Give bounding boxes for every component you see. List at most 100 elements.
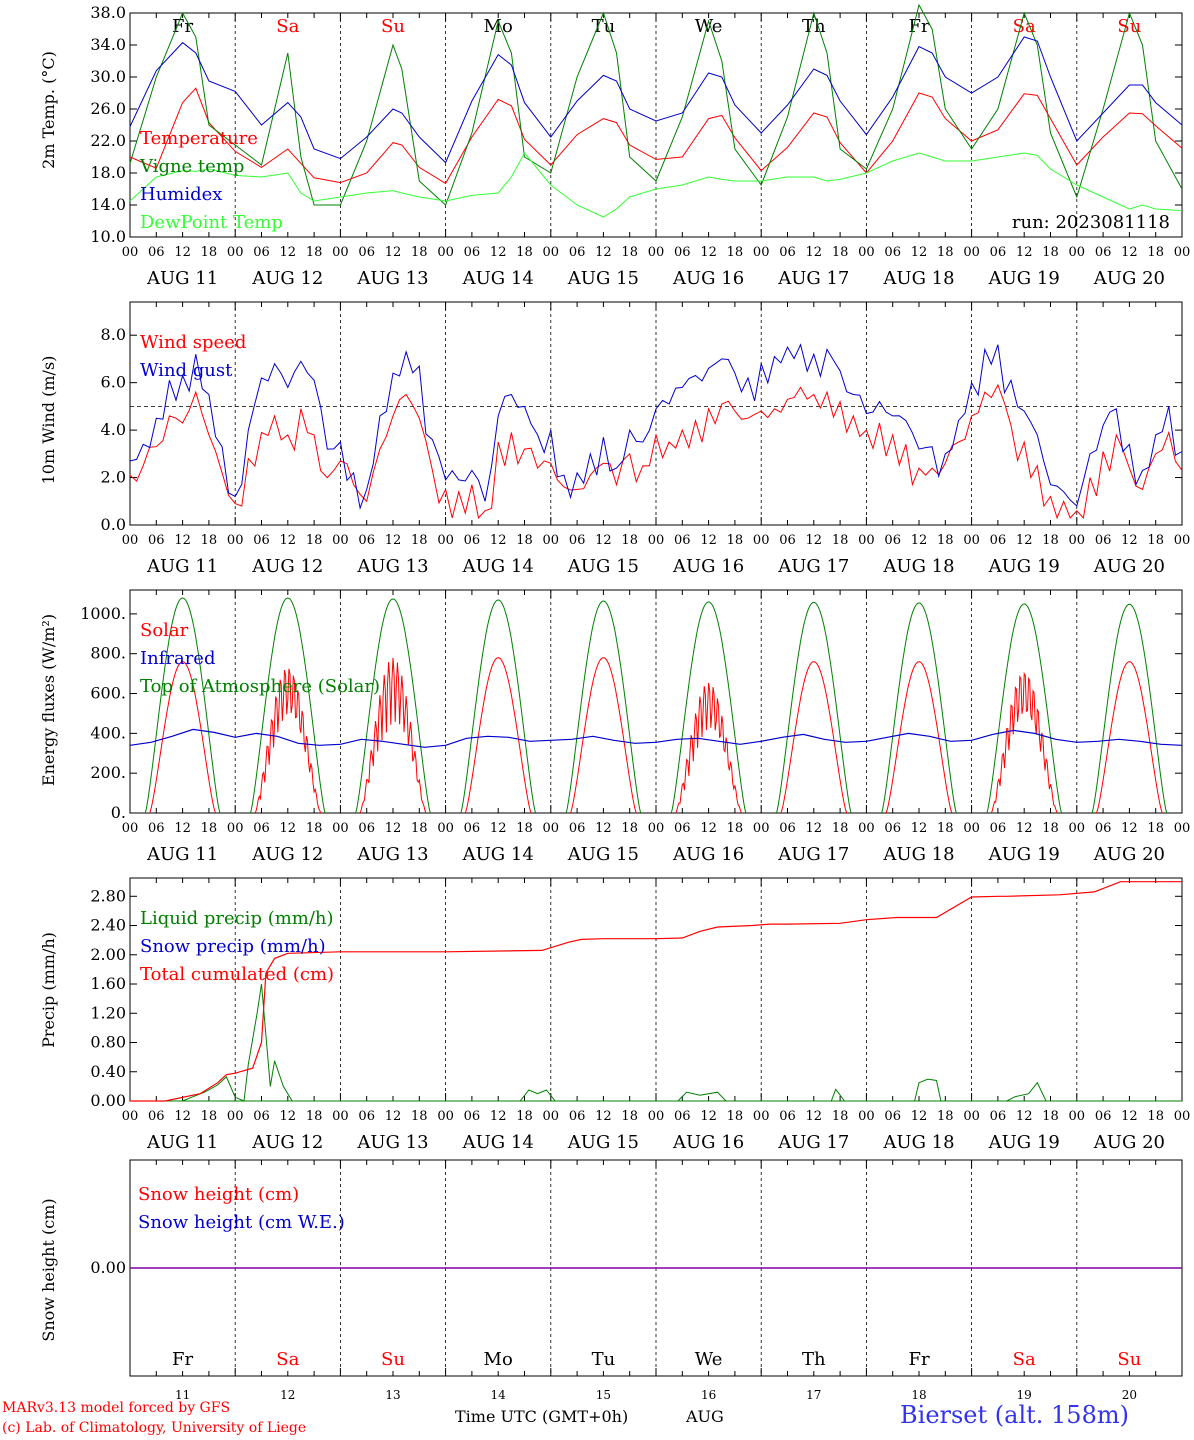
hour-tick-label: 06 [253, 533, 270, 548]
solar-curve [359, 657, 427, 814]
y-tick-label: 2.0 [101, 468, 126, 487]
hour-tick-label: 00 [753, 821, 770, 836]
hour-tick-label: 00 [1174, 821, 1191, 836]
hour-tick-label: 18 [516, 821, 533, 836]
hour-tick-label: 06 [1095, 1109, 1112, 1124]
y-tick-label: 1.20 [90, 1003, 126, 1022]
day-label: We [695, 16, 723, 37]
hour-tick-label: 06 [674, 533, 691, 548]
hour-tick-label: 06 [779, 245, 796, 260]
hour-tick-label: 00 [543, 245, 560, 260]
hour-tick-label: 12 [806, 533, 823, 548]
hour-tick-label: 06 [253, 245, 270, 260]
hour-tick-label: 00 [437, 533, 454, 548]
y-tick-label: 1000. [80, 604, 126, 623]
hour-tick-label: 00 [227, 821, 244, 836]
hour-tick-label: 12 [490, 245, 507, 260]
hour-tick-label: 06 [569, 533, 586, 548]
hour-tick-label: 00 [858, 245, 875, 260]
hour-tick-label: 12 [1121, 821, 1138, 836]
hour-tick-label: 00 [858, 1109, 875, 1124]
solar-curve [780, 661, 848, 814]
y-tick-label: 600. [90, 684, 126, 703]
legend-liquid-precip-mm-h-: Liquid precip (mm/h) [140, 908, 334, 929]
hour-tick-label: 18 [1042, 533, 1059, 548]
hour-tick-label: 00 [753, 1109, 770, 1124]
date-label: AUG 19 [988, 844, 1060, 865]
solar-curve [254, 668, 322, 814]
solar-curve [885, 661, 953, 814]
hour-tick-label: 00 [753, 245, 770, 260]
date-label: AUG 16 [672, 844, 744, 865]
series-liquid-precip [182, 983, 1047, 1102]
hour-tick-label: 18 [937, 821, 954, 836]
y-tick-label: 0.00 [90, 1091, 126, 1110]
hour-tick-label: 12 [700, 245, 717, 260]
day-number: 20 [1122, 1388, 1137, 1402]
hour-tick-label: 18 [1147, 821, 1164, 836]
day-label: Sa [276, 1349, 299, 1370]
hour-tick-label: 12 [806, 1109, 823, 1124]
hour-tick-label: 00 [858, 533, 875, 548]
day-number: 14 [491, 1388, 507, 1402]
date-label: AUG 16 [672, 1132, 744, 1153]
y-tick-label: 0.80 [90, 1033, 126, 1052]
plot-frame [129, 301, 1183, 526]
hour-tick-label: 18 [306, 533, 323, 548]
date-label: AUG 12 [251, 268, 323, 289]
hour-tick-label: 18 [1147, 245, 1164, 260]
toa-curve [250, 597, 326, 814]
hour-tick-label: 06 [253, 821, 270, 836]
day-number: 11 [175, 1388, 190, 1402]
hour-tick-label: 00 [648, 533, 665, 548]
solar-curve [1096, 661, 1163, 814]
hour-tick-label: 12 [1016, 245, 1033, 260]
y-axis-title: Precip (mm/h) [39, 932, 58, 1048]
hour-tick-label: 00 [753, 533, 770, 548]
series-vigne-temp [129, 3, 1183, 206]
y-tick-label: 8.0 [101, 325, 126, 344]
series-wind-speed [129, 383, 1183, 520]
hour-tick-label: 18 [411, 245, 428, 260]
toa-curve [670, 601, 747, 814]
hour-tick-label: 06 [990, 821, 1007, 836]
hour-tick-label: 00 [227, 533, 244, 548]
hour-tick-label: 18 [832, 1109, 849, 1124]
hour-tick-label: 12 [595, 1109, 612, 1124]
hour-tick-label: 12 [595, 245, 612, 260]
hour-tick-label: 12 [911, 533, 928, 548]
hour-tick-label: 00 [332, 245, 349, 260]
hour-tick-label: 12 [700, 533, 717, 548]
hour-tick-label: 06 [569, 245, 586, 260]
hour-tick-label: 06 [1095, 533, 1112, 548]
hour-tick-label: 12 [1016, 533, 1033, 548]
hour-tick-label: 18 [727, 821, 744, 836]
hour-tick-label: 18 [516, 245, 533, 260]
toa-curve [881, 602, 957, 814]
hour-tick-label: 18 [201, 533, 218, 548]
hour-tick-label: 00 [543, 533, 560, 548]
date-label: AUG 11 [146, 844, 218, 865]
date-label: AUG 20 [1093, 1132, 1165, 1153]
day-label: Th [802, 16, 826, 37]
day-label: Fr [172, 1349, 193, 1370]
date-label: AUG 14 [462, 844, 534, 865]
y-tick-label: 2.80 [90, 886, 126, 905]
hour-tick-label: 00 [122, 821, 139, 836]
hour-tick-label: 12 [595, 821, 612, 836]
day-number: 13 [385, 1388, 400, 1402]
legend-solar: Solar [140, 620, 189, 641]
y-tick-label: 0.0 [101, 515, 126, 534]
toa-curve [460, 599, 536, 814]
hour-tick-label: 12 [280, 821, 297, 836]
hour-tick-label: 12 [911, 245, 928, 260]
day-label: Sa [1013, 1349, 1036, 1370]
y-tick-label: 14.0 [90, 195, 126, 214]
series-total-cumulated [130, 881, 1182, 1102]
hour-tick-label: 18 [1042, 245, 1059, 260]
hour-tick-label: 18 [621, 245, 638, 260]
y-tick-label: 34.0 [90, 35, 126, 54]
hour-tick-label: 18 [727, 533, 744, 548]
run-label: run: 2023081118 [1012, 212, 1170, 233]
hour-tick-label: 12 [490, 1109, 507, 1124]
